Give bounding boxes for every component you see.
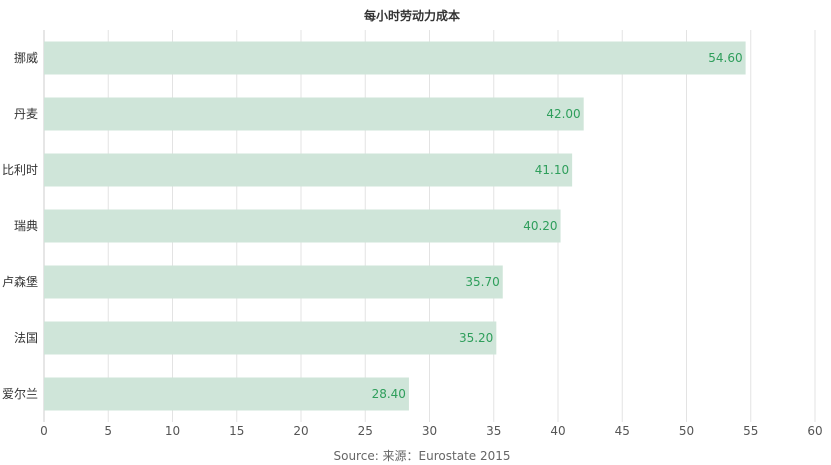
- x-tick-label: 50: [679, 424, 694, 438]
- x-tick-label: 5: [104, 424, 112, 438]
- x-tick-label: 10: [165, 424, 180, 438]
- x-tick-label: 25: [358, 424, 373, 438]
- bar: [44, 97, 584, 131]
- x-tick-label: 40: [550, 424, 565, 438]
- x-tick-label: 45: [615, 424, 630, 438]
- category-label: 瑞典: [14, 219, 38, 233]
- x-axis-ticks: 0 5 10 15 20 25 30 35 40 45 50 55 60: [40, 424, 822, 438]
- bar: [44, 265, 503, 299]
- data-label: 41.10: [535, 163, 569, 177]
- data-labels: 54.60 42.00 41.10 40.20 35.70 35.20 28.40: [372, 51, 743, 401]
- category-label: 丹麦: [14, 107, 38, 121]
- bar: [44, 321, 497, 355]
- chart-source: Source: 来源：Eurostate 2015: [333, 449, 510, 463]
- x-tick-label: 15: [229, 424, 244, 438]
- category-label: 挪威: [14, 51, 38, 65]
- data-label: 54.60: [708, 51, 742, 65]
- bar: [44, 153, 573, 187]
- x-tick-label: 55: [743, 424, 758, 438]
- category-label: 爱尔兰: [2, 386, 38, 401]
- x-tick-label: 0: [40, 424, 48, 438]
- bar: [44, 41, 746, 75]
- data-label: 35.70: [465, 275, 499, 289]
- data-label: 40.20: [523, 219, 557, 233]
- data-label: 35.20: [459, 331, 493, 345]
- data-label: 28.40: [372, 387, 406, 401]
- bars: [44, 41, 746, 411]
- x-tick-label: 35: [486, 424, 501, 438]
- category-label: 卢森堡: [2, 274, 38, 289]
- x-tick-label: 60: [807, 424, 822, 438]
- x-tick-label: 20: [293, 424, 308, 438]
- chart-title: 每小时劳动力成本: [364, 8, 460, 23]
- x-tick-label: 30: [422, 424, 437, 438]
- bar: [44, 209, 561, 243]
- bar: [44, 377, 409, 411]
- category-label: 法国: [14, 331, 38, 345]
- data-label: 42.00: [546, 107, 580, 121]
- category-label: 比利时: [2, 163, 38, 177]
